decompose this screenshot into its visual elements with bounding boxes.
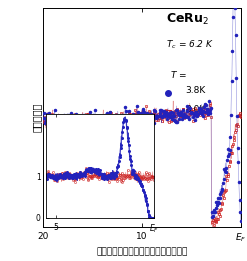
X-axis label: 電子のエネルギー（ミリ電子ボルト）: 電子のエネルギー（ミリ電子ボルト）	[96, 247, 188, 256]
Text: 3.8K: 3.8K	[185, 86, 206, 94]
Text: 8.0K: 8.0K	[185, 105, 206, 114]
Text: CeRu$_2$: CeRu$_2$	[166, 12, 209, 27]
Text: $T$ =: $T$ =	[170, 69, 187, 80]
Y-axis label: 光電子強度: 光電子強度	[32, 103, 42, 132]
Text: $T_c$ = 6.2 K: $T_c$ = 6.2 K	[166, 39, 214, 51]
